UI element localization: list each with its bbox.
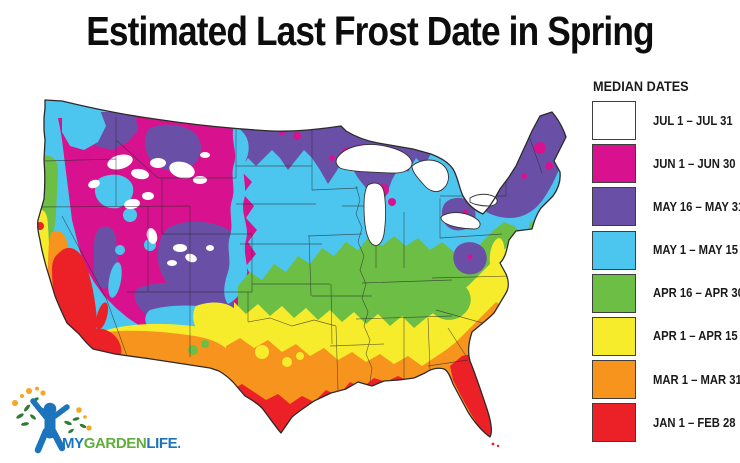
legend-item: JUN 1 – JUN 30 (592, 144, 740, 184)
map-region (425, 277, 471, 320)
map-region (282, 357, 292, 367)
logo-flowers (12, 386, 92, 431)
logo-text-lifecom: LIFE.COM (146, 435, 180, 452)
us-outline (36, 99, 567, 438)
legend-label: MAR 1 – MAR 31 (653, 372, 740, 387)
mygardenlife-logo: MYGARDENLIFE.COM (12, 386, 180, 454)
legend-swatch (592, 403, 636, 443)
legend-swatch (592, 360, 636, 400)
legend-label: MAY 16 – MAY 31 (653, 199, 740, 214)
legend-label: APR 1 – APR 15 (653, 329, 738, 344)
legend-swatch (592, 187, 636, 227)
legend-swatch (592, 316, 636, 356)
map-region (255, 345, 269, 359)
legend-item: MAR 1 – MAR 31 (592, 360, 740, 400)
legend: MEDIAN DATES JUL 1 – JUL 31 JUN 1 – JUN … (592, 79, 740, 443)
legend-label: APR 16 – APR 30 (653, 286, 740, 301)
lake-michigan (363, 182, 386, 246)
logo-leaves (16, 397, 87, 434)
map-region (537, 212, 549, 224)
lake-ontario (469, 193, 498, 207)
map-region (95, 174, 134, 209)
map-region (157, 221, 243, 297)
legend-swatch (592, 273, 636, 313)
lake-superior (335, 144, 413, 174)
legend-swatch (592, 144, 636, 184)
legend-swatch (592, 230, 636, 270)
legend-label: JUN 1 – JUN 30 (653, 156, 736, 171)
legend-item: MAY 16 – MAY 31 (592, 187, 740, 227)
map-region (108, 262, 122, 298)
legend-item: APR 1 – APR 15 (592, 316, 740, 356)
map-region (296, 352, 304, 360)
map-region (123, 208, 137, 222)
lake-huron (411, 159, 449, 192)
map-region (43, 402, 57, 416)
legend-label: JUL 1 – JUL 31 (653, 113, 733, 128)
legend-label: JAN 1 – FEB 28 (653, 415, 736, 430)
great-lakes (335, 144, 498, 246)
logo-text: MYGARDENLIFE.COM (62, 435, 180, 452)
legend-list: JUL 1 – JUL 31 JUN 1 – JUN 30 MAY 16 – M… (592, 101, 740, 443)
map-region (188, 345, 198, 355)
map-region (201, 340, 209, 348)
logo-text-garden: GARDEN (84, 435, 147, 452)
logo-person (30, 398, 70, 454)
map-region (224, 126, 249, 304)
legend-item: APR 16 – APR 30 (592, 273, 740, 313)
map-region (115, 245, 125, 255)
legend-item: JUL 1 – JUL 31 (592, 101, 740, 140)
legend-label: MAY 1 – MAY 15 (653, 243, 739, 258)
map-region (496, 444, 500, 448)
map-region (95, 302, 109, 330)
logo-text-my: MY (62, 435, 84, 452)
map-region (62, 110, 106, 150)
legend-heading: MEDIAN DATES (593, 79, 689, 94)
map-region (88, 152, 214, 266)
legend-swatch (592, 101, 636, 140)
page-title: Estimated Last Frost Date in Spring (86, 8, 654, 54)
florida-keys (491, 442, 495, 446)
lake-erie (440, 212, 481, 230)
legend-item: MAY 1 – MAY 15 (592, 230, 740, 270)
legend-item: JAN 1 – FEB 28 (592, 403, 740, 443)
map-region (450, 354, 494, 437)
map-region (193, 302, 236, 344)
